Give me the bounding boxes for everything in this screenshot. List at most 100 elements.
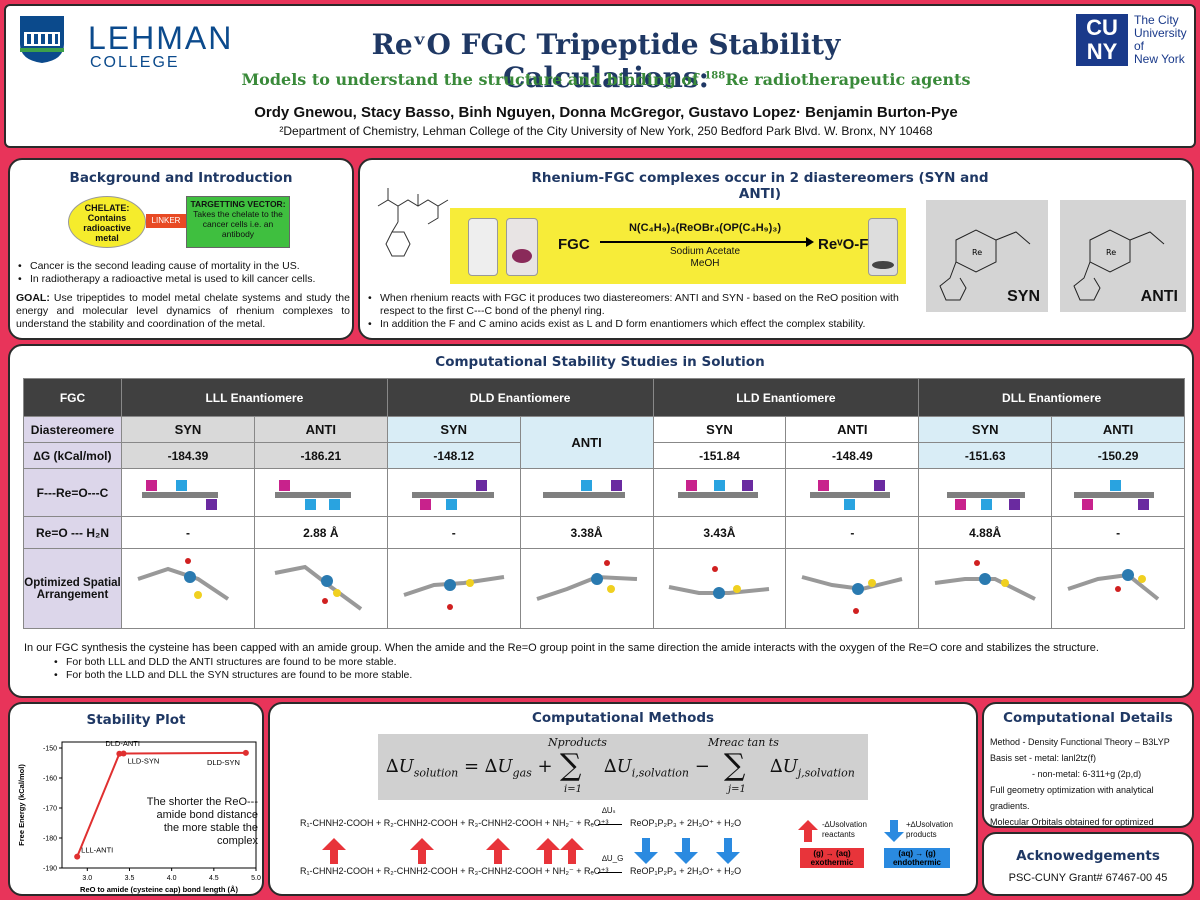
cuny-line-3: of xyxy=(1134,39,1145,53)
du-g: ∆U_G xyxy=(602,854,624,863)
molecule-icon xyxy=(801,575,903,614)
lehman-shield-icon xyxy=(20,16,64,63)
lehman-logo xyxy=(18,14,66,64)
molecule-icon xyxy=(1067,569,1160,601)
affiliation: ²Department of Chemistry, Lehman College… xyxy=(279,124,933,138)
cuny-text: The City University of New York xyxy=(1134,14,1187,66)
methods-title: Computational Methods xyxy=(531,710,715,726)
comp-note: In our FGC synthesis the cysteine has be… xyxy=(24,642,1099,654)
point-label: LLL-ANTI xyxy=(81,846,113,855)
table-cell: 4.88Å xyxy=(918,516,1053,549)
x-tick-label: 4.5 xyxy=(209,875,219,882)
reaction-reagent: N(C₄H₉)₄(ReOBr₄(OP(C₄H₉)₃) xyxy=(628,222,782,234)
details-line: Molecular Orbitals obtained for optimize… xyxy=(990,817,1154,827)
y-tick-label: -180 xyxy=(43,836,57,843)
vial-3 xyxy=(868,218,898,276)
point-label: DLD-ANTI xyxy=(105,739,140,748)
eq-delta-j: ∆U xyxy=(770,756,798,777)
authors: Ordy Gnewou, Stacy Basso, Binh Nguyen, D… xyxy=(254,104,958,121)
table-cell: SYN xyxy=(652,416,787,443)
diagram-cell xyxy=(1051,468,1185,517)
x-tick-label: 5.0 xyxy=(251,875,261,882)
data-point xyxy=(74,853,81,860)
diagram-cell xyxy=(652,468,787,517)
eq-sum-1: ∑ xyxy=(560,748,582,783)
legend-blue-arrow-icon xyxy=(884,820,904,842)
legend-2: +∆Usolvation products xyxy=(906,820,953,839)
cuny-line-4: New York xyxy=(1134,52,1185,66)
eq-sub-i: i,solvation xyxy=(631,766,689,780)
reaction-cond1: Sodium Acetate xyxy=(669,246,741,257)
eq-j1: j=1 xyxy=(728,784,746,795)
background-title: Background and Introduction xyxy=(69,170,293,186)
details-line: - non-metal: 6-311+g (2p,d) xyxy=(1032,769,1142,779)
header-panel: LEHMAN COLLEGE ReᵛO FGC Tripeptide Stabi… xyxy=(4,4,1196,148)
table-cell: - xyxy=(1051,516,1185,549)
plot-annotation: The shorter the ReO---amide bond distanc… xyxy=(146,796,258,847)
eq-lhs: ∆U xyxy=(386,756,414,777)
molecule-icon xyxy=(669,566,770,599)
data-point xyxy=(120,750,127,757)
list-item: For both the LLD and DLL the SYN structu… xyxy=(52,669,1152,682)
details-line: Method - Density Functional Theory – B3L… xyxy=(990,737,1170,747)
rhenium-title: Rhenium-FGC complexes occur in 2 diaster… xyxy=(531,170,989,202)
table-cell: ANTI xyxy=(253,416,388,443)
vial-2 xyxy=(506,218,538,276)
ack-panel: Acknowedgements PSC-CUNY Grant# 67467-00… xyxy=(982,832,1194,896)
molecule-icon xyxy=(137,558,230,601)
plot-panel: Stability Plot 3.0 3.5 4.0 4.5 5.0 -150 -160 -1… xyxy=(8,702,264,896)
point-label: DLD-SYN xyxy=(207,758,240,767)
rxn-arrow-1 xyxy=(598,824,622,825)
vector-text: Takes the chelate to the cancer cells i.… xyxy=(193,209,283,239)
plot-title: Stability Plot xyxy=(86,712,186,728)
table-cell: -186.21 xyxy=(253,442,388,469)
col-lld: LLD Enantiomere xyxy=(652,378,920,417)
fgc-structure-icon xyxy=(377,188,449,257)
diagram-cell xyxy=(918,468,1053,517)
reaction-arrow xyxy=(600,241,810,243)
reaction-box: FGC N(C₄H₉)₄(ReOBr₄(OP(C₄H₉)₃) Sodium Ac… xyxy=(450,208,906,284)
molecule-cell xyxy=(652,548,787,629)
syn-label: SYN xyxy=(1007,288,1040,305)
eq-sub-j: j,solvation xyxy=(797,766,855,780)
molecule-icon xyxy=(934,560,1037,601)
y-tick-label: -190 xyxy=(43,866,57,873)
molecule-cell xyxy=(519,548,654,629)
cuny-line-1: The City xyxy=(1134,13,1179,27)
diagram-cell xyxy=(253,468,388,517)
molecule-icon xyxy=(403,575,504,610)
stability-table: FGC LLL Enantiomere DLD Enantiomere LLD … xyxy=(23,378,1185,629)
point-label: LLD-SYN xyxy=(128,757,160,766)
x-tick-label: 3.5 xyxy=(125,875,135,882)
ack-title: Acknowedgements xyxy=(1016,848,1160,864)
poster-subtitle: Models to understand the structure and b… xyxy=(206,70,1006,89)
data-point xyxy=(242,749,249,756)
rxn-2: R₁-CHNH2-COOH + R₂-CHNH2-COOH + R₃-CHNH2… xyxy=(300,866,609,876)
diagram-cell xyxy=(519,468,654,517)
legend-red-arrow-icon xyxy=(798,820,818,842)
rhenium-bullets: When rhenium reacts with FGC it produces… xyxy=(366,292,922,331)
cuny-logo: CUNY xyxy=(1076,14,1128,66)
chelate-ellipse: CHELATE: Contains radioactive metal xyxy=(68,196,146,248)
diagram-cell xyxy=(386,468,521,517)
x-tick-label: 3.0 xyxy=(82,875,92,882)
list-item: For both LLL and DLD the ANTI structures… xyxy=(52,656,1152,669)
row-frc: F---Re=O---C xyxy=(23,468,122,517)
table-cell: SYN xyxy=(918,416,1053,443)
table-cell: - xyxy=(386,516,521,549)
legend-1b: (g) → (aq) exothermic xyxy=(800,848,864,868)
equation-box: ∆Usolution = ∆Ugas + Nproducts ∑ i=1 ∆Ui… xyxy=(378,734,868,800)
row-dg: ∆G (kCal/mol) xyxy=(23,442,122,469)
molecule-cell xyxy=(253,548,388,629)
comp-title: Computational Stability Studies in Solut… xyxy=(435,354,765,370)
reaction-cond2: MeOH xyxy=(690,258,720,269)
col-lll: LLL Enantiomere xyxy=(121,378,388,417)
table-cell: -151.84 xyxy=(652,442,787,469)
y-tick-label: -170 xyxy=(43,806,57,813)
molecule-icon xyxy=(535,560,637,601)
background-bullets: Cancer is the second leading cause of mo… xyxy=(16,260,352,286)
details-panel: Computational Details Method - Density F… xyxy=(982,702,1194,828)
y-tick-label: -160 xyxy=(43,776,57,783)
molecule-icon xyxy=(274,564,362,611)
background-panel: Background and Introduction CHELATE: Con… xyxy=(8,158,354,340)
